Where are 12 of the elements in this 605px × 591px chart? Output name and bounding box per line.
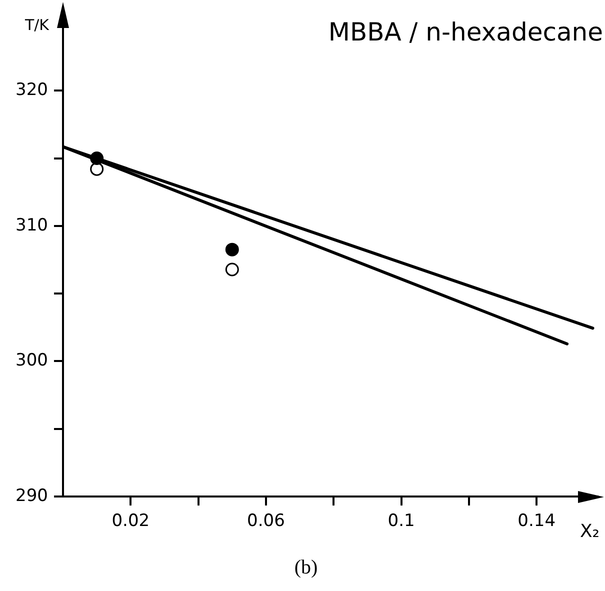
x-axis-title: X₂	[580, 521, 600, 542]
x-tick-label: 0.1	[388, 511, 415, 532]
x-tick-label: 0.06	[247, 511, 285, 532]
y-tick-label: 290	[16, 486, 48, 506]
x-tick-label: 0.14	[518, 511, 556, 532]
y-tick-label: 320	[16, 80, 48, 100]
x-tick-label: 0.02	[112, 511, 150, 532]
y-tick-label: 300	[16, 350, 48, 371]
y-axis-title: T/K	[24, 16, 50, 34]
text: (b)	[294, 556, 318, 578]
y-tick-label: 310	[16, 215, 48, 236]
chart-title: MBBA / n-hexadecane	[328, 18, 603, 46]
